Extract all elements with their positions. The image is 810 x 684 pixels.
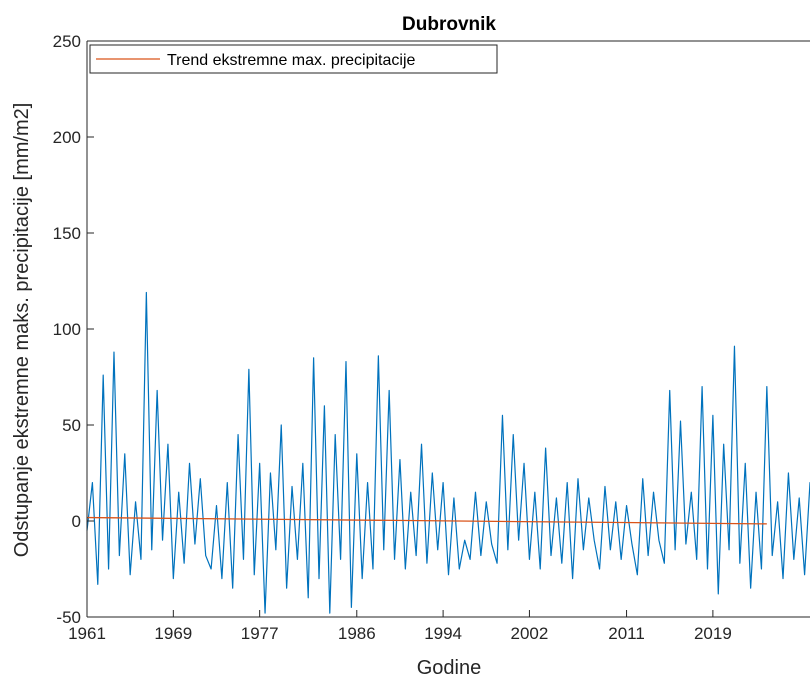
x-tick-label: 1977: [241, 624, 279, 643]
x-tick-label: 1994: [424, 624, 462, 643]
y-ticks: -50 0 50 100 150 200 250: [53, 32, 94, 627]
x-tick-label: 1986: [338, 624, 376, 643]
y-tick-label: 250: [53, 32, 81, 51]
y-tick-label: -50: [56, 608, 81, 627]
x-axis-label: Godine: [417, 657, 482, 679]
x-tick-label: 2011: [608, 624, 645, 643]
x-tick-label: 1969: [154, 624, 192, 643]
y-tick-label: 50: [62, 416, 81, 435]
series-lines: [86, 291, 810, 614]
x-tick-label: 2002: [511, 624, 549, 643]
y-axis-label: Odstupanje ekstremne maks. precipitacije…: [11, 103, 33, 558]
chart-title: Dubrovnik: [402, 14, 496, 35]
series-precipitation-line: [86, 291, 810, 614]
series-trend-line: [86, 516, 767, 525]
legend-label-trend: Trend ekstremne max. precipitacije: [167, 52, 415, 69]
y-tick-label: 0: [72, 512, 81, 531]
y-tick-label: 100: [53, 320, 81, 339]
y-tick-label: 200: [53, 128, 81, 147]
x-tick-label: 1961: [68, 624, 106, 643]
x-tick-label: 2019: [694, 624, 732, 643]
y-tick-label: 150: [53, 224, 81, 243]
x-ticks: 1961 1969 1977 1986 1994 2002 2011 2019: [68, 610, 732, 643]
legend: Trend ekstremne max. precipitacije: [89, 44, 498, 74]
